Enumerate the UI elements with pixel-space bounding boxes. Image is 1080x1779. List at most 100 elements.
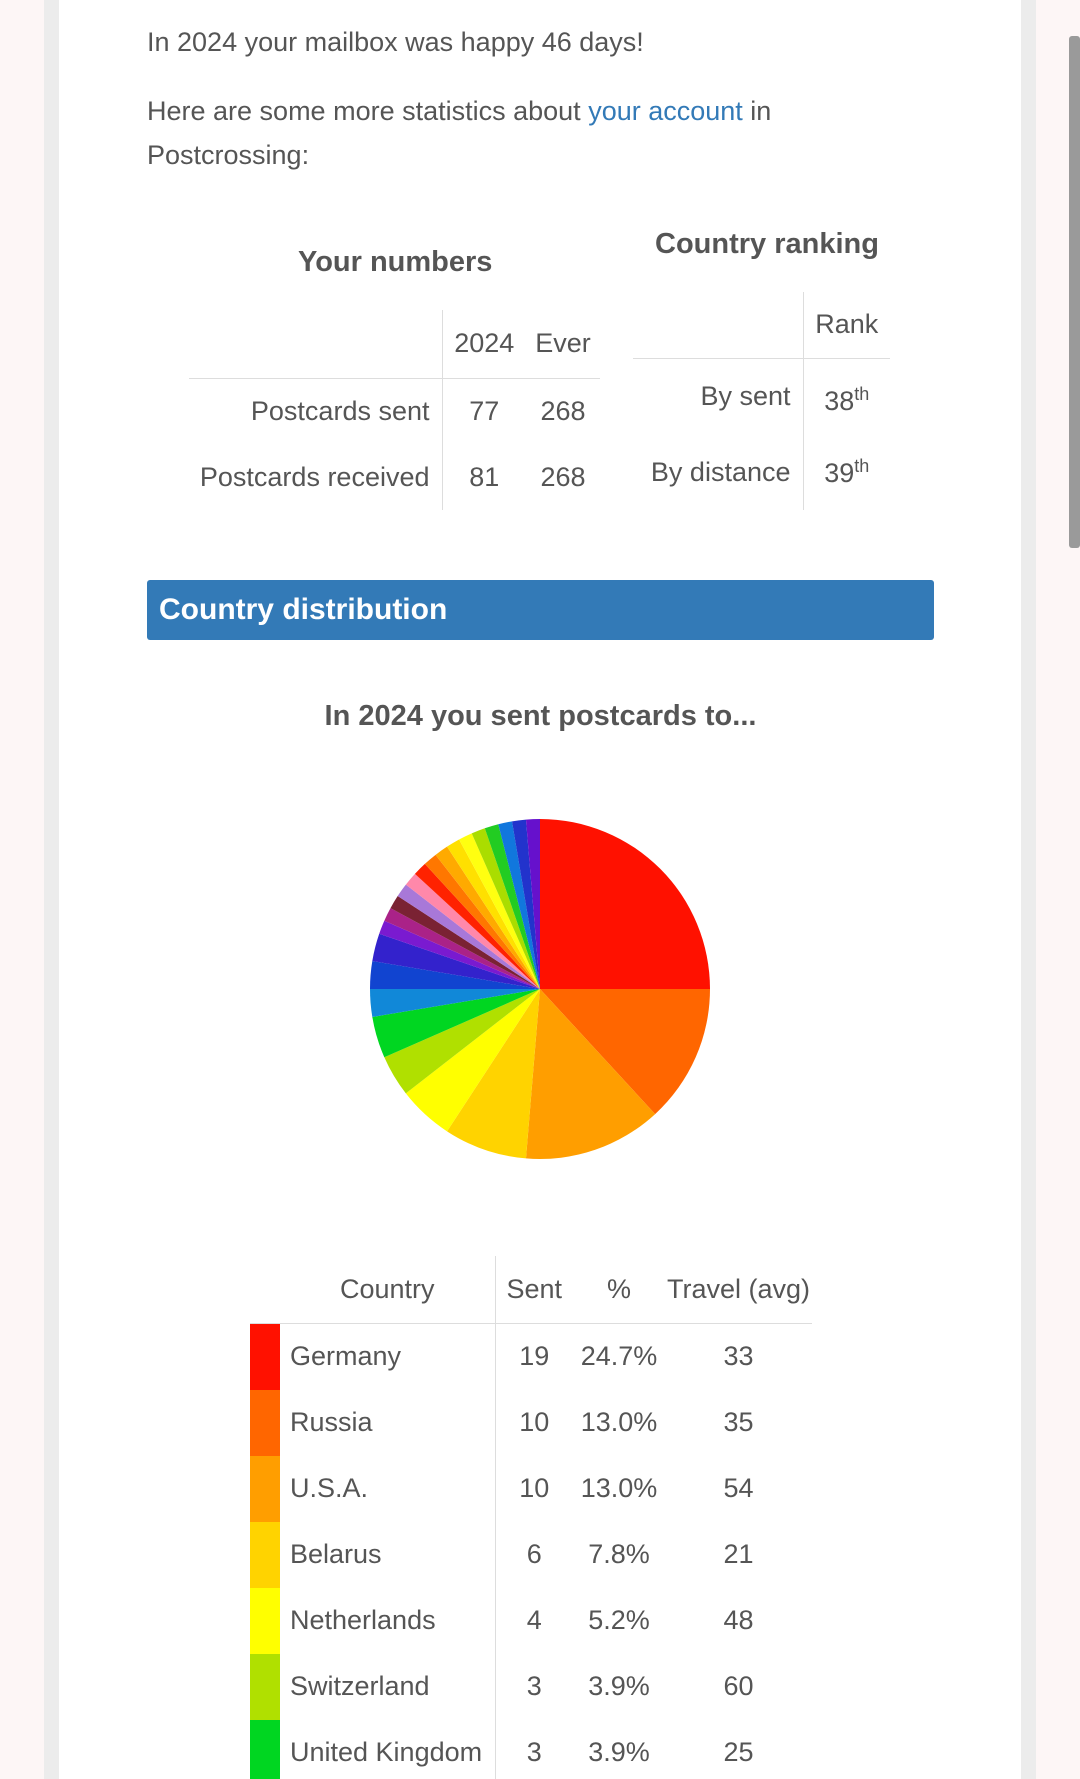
pie-slice-belarus [447, 989, 540, 1159]
pie-slice-7 [370, 989, 540, 1017]
rank-corner [633, 292, 803, 358]
sent-percent: 7.8% [588, 1539, 650, 1569]
pie-slice-23 [512, 819, 540, 989]
country-name: Netherlands [290, 1605, 436, 1635]
sent-count: 6 [494, 1521, 573, 1588]
table-row: Switzerland 3 3.9% 60 [250, 1653, 812, 1720]
color-swatch [250, 1653, 280, 1720]
header-country: Country [339, 1273, 435, 1304]
col-2024: 2024 [441, 310, 526, 378]
color-swatch [250, 1389, 280, 1456]
rank-by-sent: 38th [802, 358, 890, 434]
sent-percent: 3.9% [588, 1671, 650, 1701]
received-ever: 268 [540, 461, 586, 492]
swatch-fill [250, 1455, 280, 1522]
page-border-left [44, 0, 59, 1779]
swatch-fill [250, 1521, 280, 1588]
table-row: Postcards sent 77 268 [189, 378, 600, 444]
your-account-link[interactable]: your account [588, 96, 743, 126]
pie-slice-22 [498, 821, 540, 989]
pie-slice-9 [372, 933, 540, 989]
table-row: By distance 39th [633, 434, 890, 510]
sent-2024: 77 [441, 378, 526, 444]
pie-slice-19 [459, 833, 540, 989]
country-name: Belarus [290, 1539, 382, 1569]
intro-post: in Postcrossing: [147, 96, 772, 170]
sent-count: 3 [494, 1719, 573, 1779]
country-name: U.S.A. [290, 1473, 369, 1503]
country-ranking-table: Rank By sent 38th By distance 39th [633, 292, 890, 510]
travel-avg: 33 [723, 1341, 754, 1371]
header-sent: Sent [494, 1256, 573, 1323]
swatch-fill [250, 1719, 280, 1779]
country-ranking-title: Country ranking [655, 228, 879, 260]
country-name: Russia [290, 1407, 373, 1437]
sent-count: 3 [494, 1653, 573, 1720]
left-gutter [0, 0, 44, 1779]
table-row: Germany 19 24.7% 33 [250, 1323, 812, 1390]
mailbox-happy-text: In 2024 your mailbox was happy 46 days! [147, 27, 644, 57]
country-distribution-header: Country distribution [147, 580, 934, 640]
pie-slice-20 [471, 828, 540, 989]
intro-pre: Here are some more statistics about [147, 96, 589, 126]
statistics-intro: Here are some more statistics about your… [147, 89, 847, 177]
table-row: United Kingdom 3 3.9% 25 [250, 1719, 812, 1779]
rank-by-distance: 39th [802, 434, 890, 510]
row-label: Postcards received [199, 461, 430, 492]
pie-slice-10 [379, 920, 540, 989]
color-swatch [250, 1521, 280, 1588]
pie-slice-11 [384, 908, 540, 989]
sent-count: 10 [494, 1389, 573, 1456]
table-row: Belarus 6 7.8% 21 [250, 1521, 812, 1588]
pie-slice-18 [447, 839, 540, 989]
pie-slice-netherlands [405, 989, 540, 1132]
country-name: Switzerland [290, 1671, 430, 1701]
numbers-corner [189, 310, 442, 378]
color-swatch [250, 1455, 280, 1522]
header-travel: Travel (avg) [666, 1273, 811, 1304]
travel-avg: 35 [723, 1407, 754, 1437]
table-row: By sent 38th [633, 358, 890, 434]
pie-slice-21 [484, 824, 540, 989]
travel-avg: 25 [723, 1737, 754, 1767]
swatch-fill [250, 1323, 280, 1390]
pie-slice-16 [424, 854, 540, 989]
header-pct: % [606, 1273, 631, 1304]
color-swatch [250, 1323, 280, 1390]
travel-avg: 21 [723, 1539, 754, 1569]
sent-percent: 13.0% [580, 1473, 658, 1503]
your-numbers-table: 2024 Ever Postcards sent 77 268 Postcard… [189, 310, 600, 510]
sent-percent: 5.2% [588, 1605, 650, 1635]
sent-count: 10 [494, 1455, 573, 1522]
pie-slice-15 [414, 863, 540, 989]
pie-slice-14 [405, 873, 540, 989]
pie-slice-13 [397, 884, 540, 989]
received-2024: 81 [441, 444, 526, 510]
row-label: Postcards sent [250, 395, 430, 426]
swatch-header [250, 1256, 280, 1323]
travel-avg: 54 [723, 1473, 754, 1503]
page-border-right [1021, 0, 1036, 1779]
rank-suffix: th [854, 383, 870, 404]
rank-value: 38 [824, 385, 855, 416]
scrollbar-thumb[interactable] [1069, 36, 1080, 548]
swatch-fill [250, 1389, 280, 1456]
sent-count: 19 [494, 1323, 573, 1390]
pie-slice-russia [540, 989, 710, 1115]
country-name: Germany [290, 1341, 402, 1371]
country-pie-chart [370, 819, 710, 1159]
your-numbers-title: Your numbers [298, 246, 493, 278]
rank-value: 39 [824, 457, 855, 488]
pie-slice-8 [370, 961, 540, 989]
sent-percent: 3.9% [588, 1737, 650, 1767]
swatch-fill [250, 1587, 280, 1654]
sent-percent: 13.0% [580, 1407, 658, 1437]
color-swatch [250, 1719, 280, 1779]
pie-slice-17 [435, 846, 540, 989]
pie-slice-12 [390, 896, 540, 989]
row-label: By sent [700, 380, 791, 411]
sent-percent: 24.7% [580, 1341, 658, 1371]
col-rank: Rank [802, 292, 890, 358]
pie-slice-24 [525, 819, 540, 989]
pie-slice-switzerland [384, 989, 540, 1094]
